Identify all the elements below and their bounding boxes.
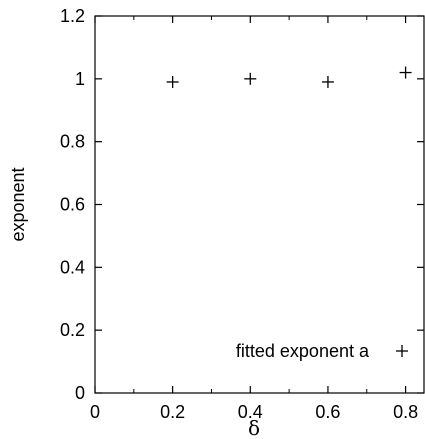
x-tick-label: 0.4 — [238, 402, 263, 422]
y-tick-label: 1 — [75, 69, 85, 89]
y-axis-ticks: 0 0.2 0.4 0.6 0.8 1 1.2 — [60, 6, 424, 403]
x-tick-label: 0.2 — [160, 402, 185, 422]
y-axis-label: exponent — [8, 167, 28, 241]
x-axis-ticks: 0 0.2 0.4 0.6 0.8 — [90, 16, 418, 422]
data-point — [244, 72, 257, 85]
y-tick-label: 0 — [75, 383, 85, 403]
data-point — [166, 75, 179, 88]
y-tick-label: 1.2 — [60, 6, 85, 26]
x-axis-label: δ — [248, 416, 260, 439]
plot-border — [94, 15, 425, 394]
x-tick-label: 0 — [90, 402, 100, 422]
plot-frame — [94, 15, 425, 394]
y-tick-label: 0.2 — [60, 320, 85, 340]
y-tick-label: 0.4 — [60, 257, 85, 277]
data-points — [166, 66, 412, 88]
legend: fitted exponent a — [236, 341, 408, 361]
legend-label: fitted exponent a — [236, 341, 370, 361]
x-tick-label: 0.8 — [393, 402, 418, 422]
x-tick-label: 0.6 — [315, 402, 340, 422]
data-point — [321, 75, 334, 88]
y-tick-label: 0.6 — [60, 195, 85, 215]
y-tick-label: 0.8 — [60, 132, 85, 152]
data-point — [399, 66, 412, 79]
